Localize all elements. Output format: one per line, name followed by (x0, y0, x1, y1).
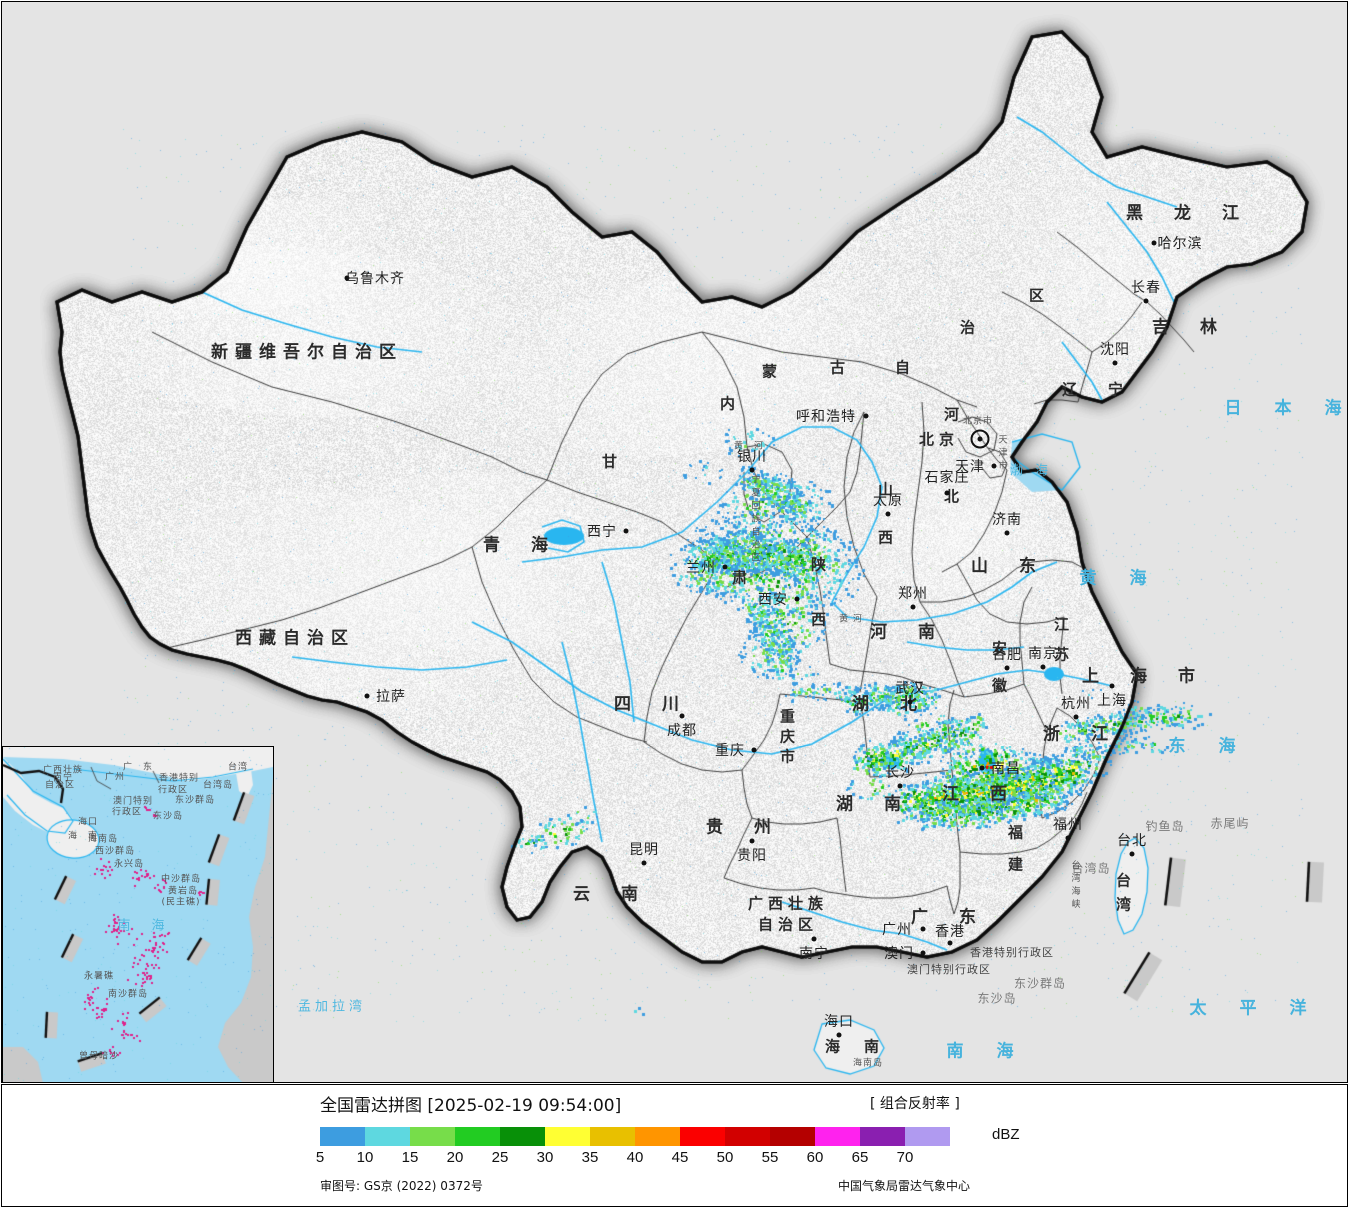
dbz-unit-label: dBZ (992, 1126, 1020, 1143)
tick-65: 65 (851, 1149, 869, 1166)
city-dot (794, 596, 800, 602)
city-dot (1065, 835, 1071, 841)
city-dot (749, 467, 755, 473)
tick-10: 10 (356, 1149, 374, 1166)
city-dot (979, 765, 985, 771)
city-dot (811, 936, 817, 942)
tick-15: 15 (401, 1149, 419, 1166)
legend-product-type: [ 组合反射率 ] (870, 1096, 960, 1112)
color-swatch-70 (905, 1127, 950, 1146)
tick-5: 5 (315, 1149, 325, 1166)
city-dot (1143, 298, 1149, 304)
city-dot (641, 860, 647, 866)
city-dot (344, 275, 350, 281)
map-approval-number: 审图号: GS京 (2022) 0372号 (320, 1179, 483, 1193)
city-dot (1151, 240, 1157, 246)
south-china-sea-inset[interactable]: 广西壮族 自治区 南宁广 东广州 香港特别 行政区 澳门特别 行政区 台湾 台湾岛 东沙群岛 东沙岛… (2, 746, 274, 1082)
city-dot (920, 926, 926, 932)
city-dot (947, 940, 953, 946)
color-swatch-25 (500, 1127, 545, 1146)
color-swatch-10 (365, 1127, 410, 1146)
color-swatch-5 (320, 1127, 365, 1146)
city-dot (863, 413, 869, 419)
color-swatch-45 (680, 1127, 725, 1146)
city-dot (1112, 360, 1118, 366)
capital-marker (970, 429, 990, 449)
color-swatch-55 (770, 1127, 815, 1146)
city-dot (722, 564, 728, 570)
tick-25: 25 (491, 1149, 509, 1166)
issuing-agency: 中国气象局雷达气象中心 (838, 1179, 971, 1193)
color-swatch-65 (860, 1127, 905, 1146)
tick-55: 55 (761, 1149, 779, 1166)
city-dot (364, 693, 370, 699)
tick-45: 45 (671, 1149, 689, 1166)
city-dot (1040, 664, 1046, 670)
city-dot (1109, 683, 1115, 689)
color-swatch-15 (410, 1127, 455, 1146)
city-dot (623, 528, 629, 534)
color-swatch-20 (455, 1127, 500, 1146)
city-dot (907, 699, 913, 705)
color-swatch-35 (590, 1127, 635, 1146)
color-swatch-50 (725, 1127, 770, 1146)
city-dot (885, 511, 891, 517)
city-dot (749, 838, 755, 844)
city-dot (1073, 714, 1079, 720)
city-dot (1004, 530, 1010, 536)
city-dot (910, 604, 916, 610)
color-swatch-40 (635, 1127, 680, 1146)
tick-30: 30 (536, 1149, 554, 1166)
city-dot (751, 747, 757, 753)
inset-canvas (3, 747, 273, 1082)
tick-70: 70 (896, 1149, 914, 1166)
legend-panel: 全国雷达拼图 [2025-02-19 09:54:00] [ 组合反射率 ] d… (1, 1084, 1348, 1207)
legend-title: 全国雷达拼图 [2025-02-19 09:54:00] (320, 1096, 622, 1116)
city-dot (991, 463, 997, 469)
color-swatch-60 (815, 1127, 860, 1146)
city-dot (944, 490, 950, 496)
tick-20: 20 (446, 1149, 464, 1166)
city-dot (1004, 665, 1010, 671)
map-panel[interactable]: 新疆维吾尔自治区 西藏自治区青 海甘肃四 川云 南贵 州广西壮族 自治区广 东湖 南… (1, 1, 1348, 1083)
tick-35: 35 (581, 1149, 599, 1166)
tick-40: 40 (626, 1149, 644, 1166)
color-swatch-30 (545, 1127, 590, 1146)
city-dot (1129, 851, 1135, 857)
city-dot (897, 783, 903, 789)
tick-60: 60 (806, 1149, 824, 1166)
dbz-color-bar (320, 1127, 950, 1146)
city-dot (920, 950, 926, 956)
city-dot (679, 713, 685, 719)
tick-50: 50 (716, 1149, 734, 1166)
city-dot (836, 1032, 842, 1038)
